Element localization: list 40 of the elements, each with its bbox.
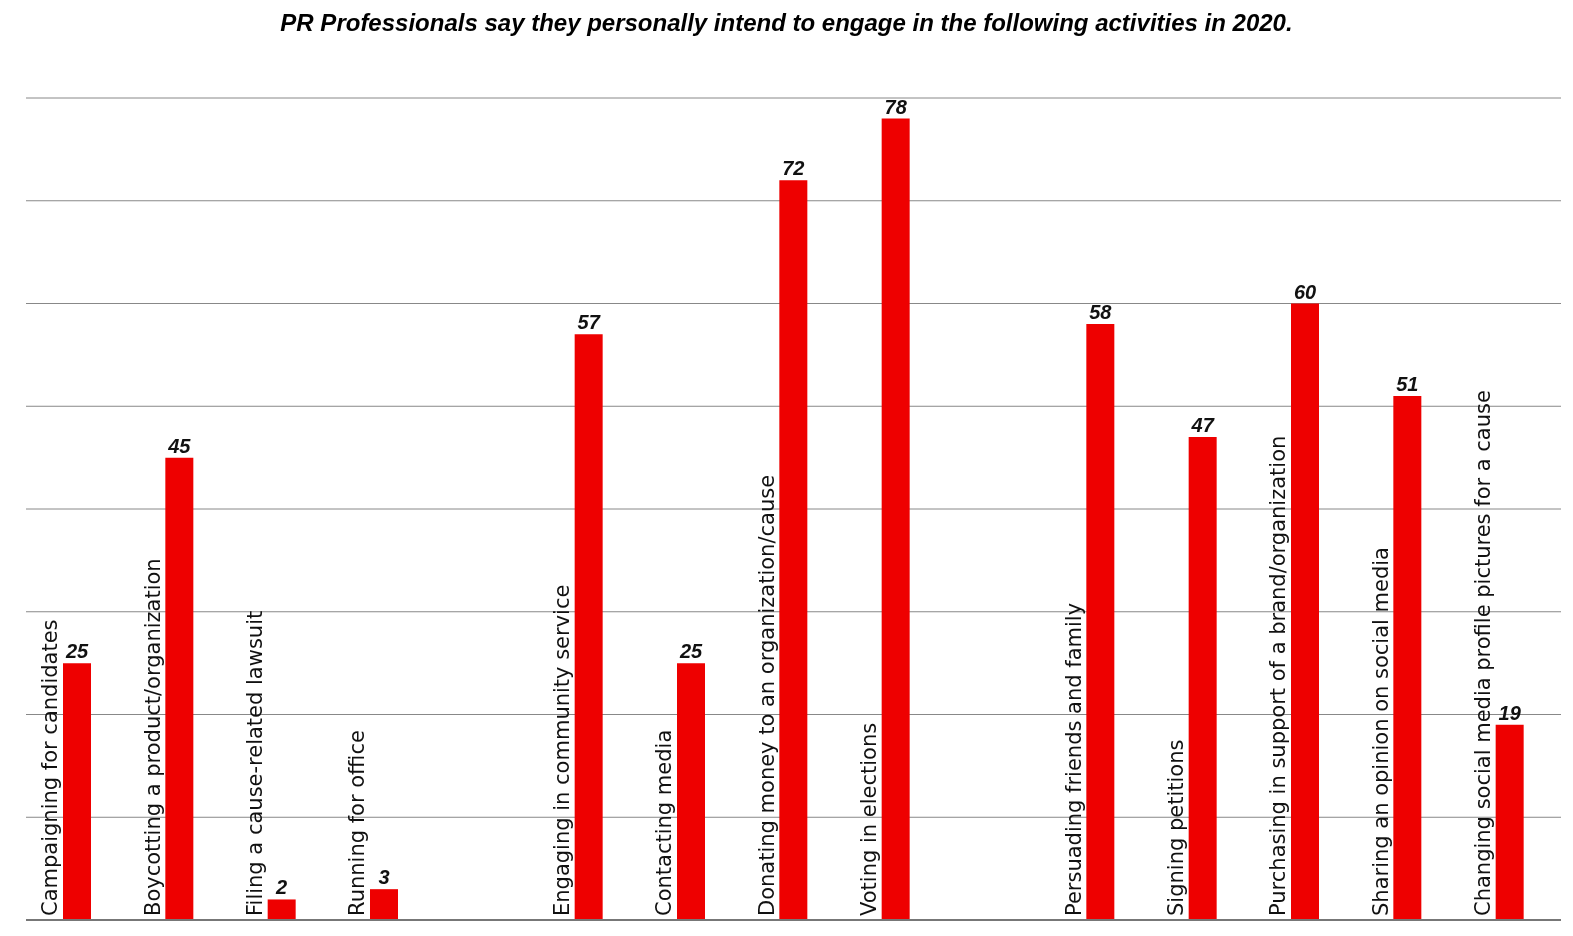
x-tick-label: Voting in elections <box>856 722 881 916</box>
data-label: 78 <box>884 95 908 118</box>
data-label: 2 <box>275 876 288 899</box>
data-label: 72 <box>782 157 805 180</box>
bar <box>1086 324 1115 920</box>
data-label: 3 <box>378 866 390 889</box>
x-tick-label: Running for office <box>345 730 370 916</box>
x-tick-label: Contacting media <box>652 729 677 916</box>
bar <box>779 180 808 920</box>
bar <box>677 663 705 920</box>
data-label: 25 <box>678 640 703 663</box>
bar <box>267 899 296 920</box>
x-tick-label: Signing petitions <box>1163 739 1188 916</box>
bar <box>1188 437 1217 920</box>
data-label: 47 <box>1190 414 1215 437</box>
data-label: 60 <box>1293 280 1317 303</box>
chart-title: PR Professionals say they personally intend to engage in the following activities in 2020. <box>279 8 1294 38</box>
bar <box>370 889 398 920</box>
data-label: 51 <box>1396 372 1419 395</box>
data-label: 45 <box>167 434 192 457</box>
x-tick-label: Changing social media profile pictures for a cause <box>1470 390 1495 916</box>
x-tick-label: Campaigning for candidates <box>38 619 63 916</box>
bar <box>881 118 910 920</box>
x-tick-label: Filing a cause-related lawsuit <box>242 610 267 916</box>
data-label: 19 <box>1498 701 1522 724</box>
bar <box>1393 395 1422 920</box>
data-label: 57 <box>577 311 601 334</box>
data-label: 25 <box>64 640 89 663</box>
x-tick-label: Donating money to an organization/cause <box>754 474 779 916</box>
bar <box>1495 724 1524 920</box>
x-tick-label: Boycotting a product/organization <box>140 558 165 916</box>
bar <box>63 663 91 920</box>
x-tick-label: Engaging in community service <box>549 584 574 916</box>
data-label: 58 <box>1089 301 1113 324</box>
x-tick-label: Purchasing in support of a brand/organization <box>1266 435 1291 916</box>
x-tick-label: Sharing an opinion on social media <box>1368 547 1393 916</box>
bar <box>165 457 194 920</box>
x-tick-label: Persuading friends and family <box>1061 602 1086 916</box>
bar <box>1291 303 1319 920</box>
bar <box>574 334 603 920</box>
